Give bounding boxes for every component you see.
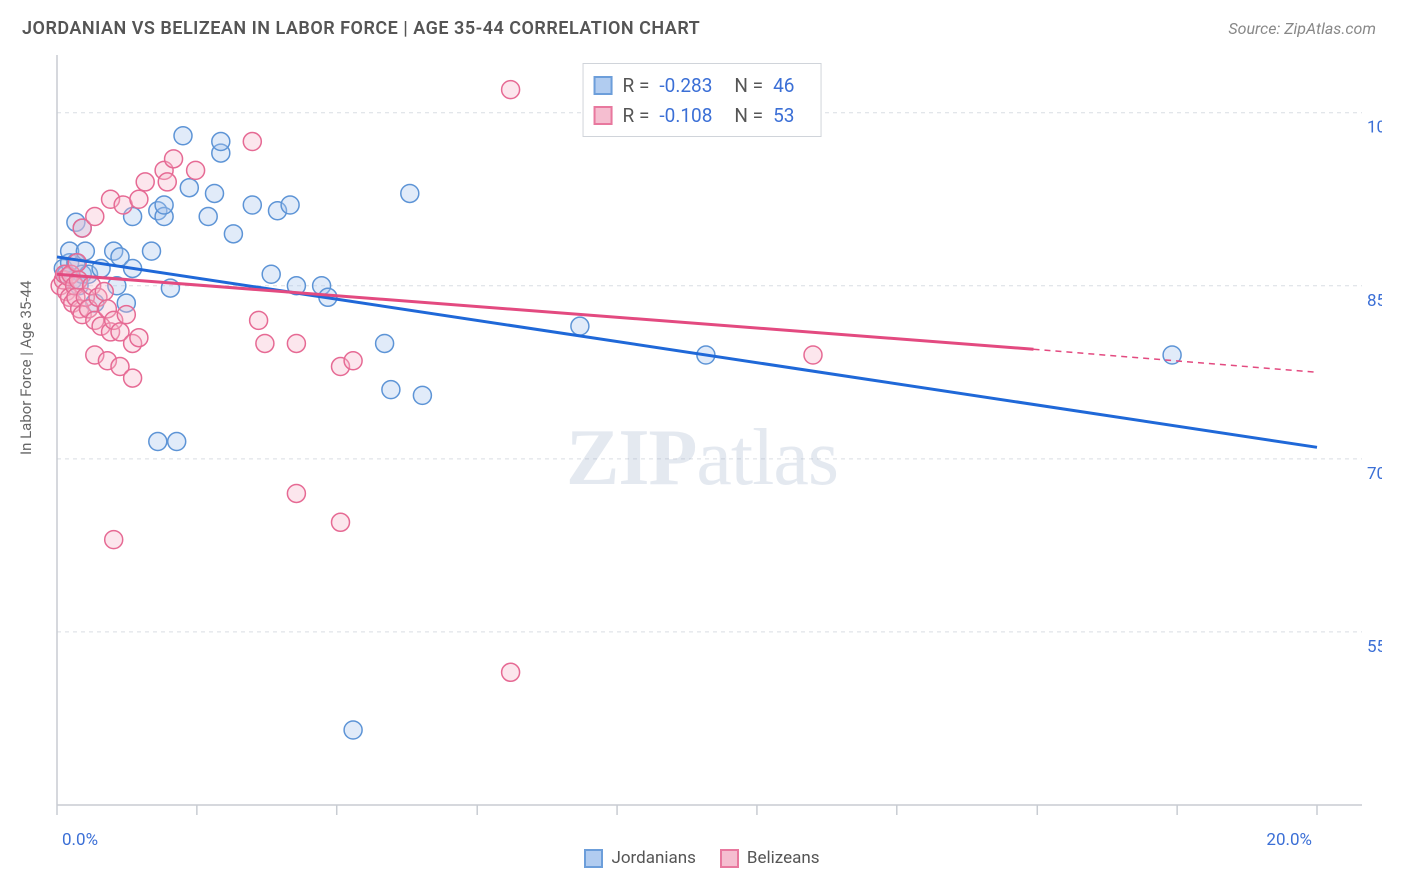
series-legend-item: Jordanians — [584, 848, 695, 868]
legend-swatch — [720, 849, 739, 868]
n-label: N = — [734, 104, 763, 127]
series-name: Belizeans — [747, 848, 820, 868]
svg-text:85.0%: 85.0% — [1367, 291, 1382, 311]
chart-area: In Labor Force | Age 35-44 55.0%70.0%85.… — [22, 55, 1382, 870]
scatter-chart: 55.0% 70.0% 85.0% 100.0% 0.0% 20.0% — [22, 55, 1382, 870]
svg-text:100.0%: 100.0% — [1367, 118, 1382, 138]
n-value: 46 — [773, 74, 794, 97]
series-legend: Jordanians Belizeans — [22, 848, 1382, 868]
correlation-legend: R = -0.283 N = 46 R = -0.108 N = 53 — [583, 63, 822, 137]
source-label: Source: ZipAtlas.com — [1228, 19, 1376, 38]
y-axis-label: In Labor Force | Age 35-44 — [17, 281, 35, 455]
svg-text:55.0%: 55.0% — [1367, 637, 1382, 657]
legend-row: R = -0.283 N = 46 — [594, 70, 807, 100]
chart-title: JORDANIAN VS BELIZEAN IN LABOR FORCE | A… — [22, 18, 700, 39]
svg-text:20.0%: 20.0% — [1266, 830, 1312, 850]
r-value: -0.283 — [659, 74, 712, 97]
legend-row: R = -0.108 N = 53 — [594, 100, 807, 130]
r-label: R = — [623, 74, 650, 97]
chart-container: JORDANIAN VS BELIZEAN IN LABOR FORCE | A… — [0, 0, 1406, 892]
legend-swatch — [594, 106, 613, 125]
legend-swatch — [584, 849, 603, 868]
legend-swatch — [594, 76, 613, 95]
header: JORDANIAN VS BELIZEAN IN LABOR FORCE | A… — [0, 0, 1406, 49]
svg-text:70.0%: 70.0% — [1367, 464, 1382, 484]
svg-text:0.0%: 0.0% — [62, 830, 98, 850]
series-name: Jordanians — [611, 848, 695, 868]
r-label: R = — [623, 104, 650, 127]
series-legend-item: Belizeans — [720, 848, 820, 868]
n-value: 53 — [773, 104, 794, 127]
n-label: N = — [734, 74, 763, 97]
r-value: -0.108 — [659, 104, 712, 127]
